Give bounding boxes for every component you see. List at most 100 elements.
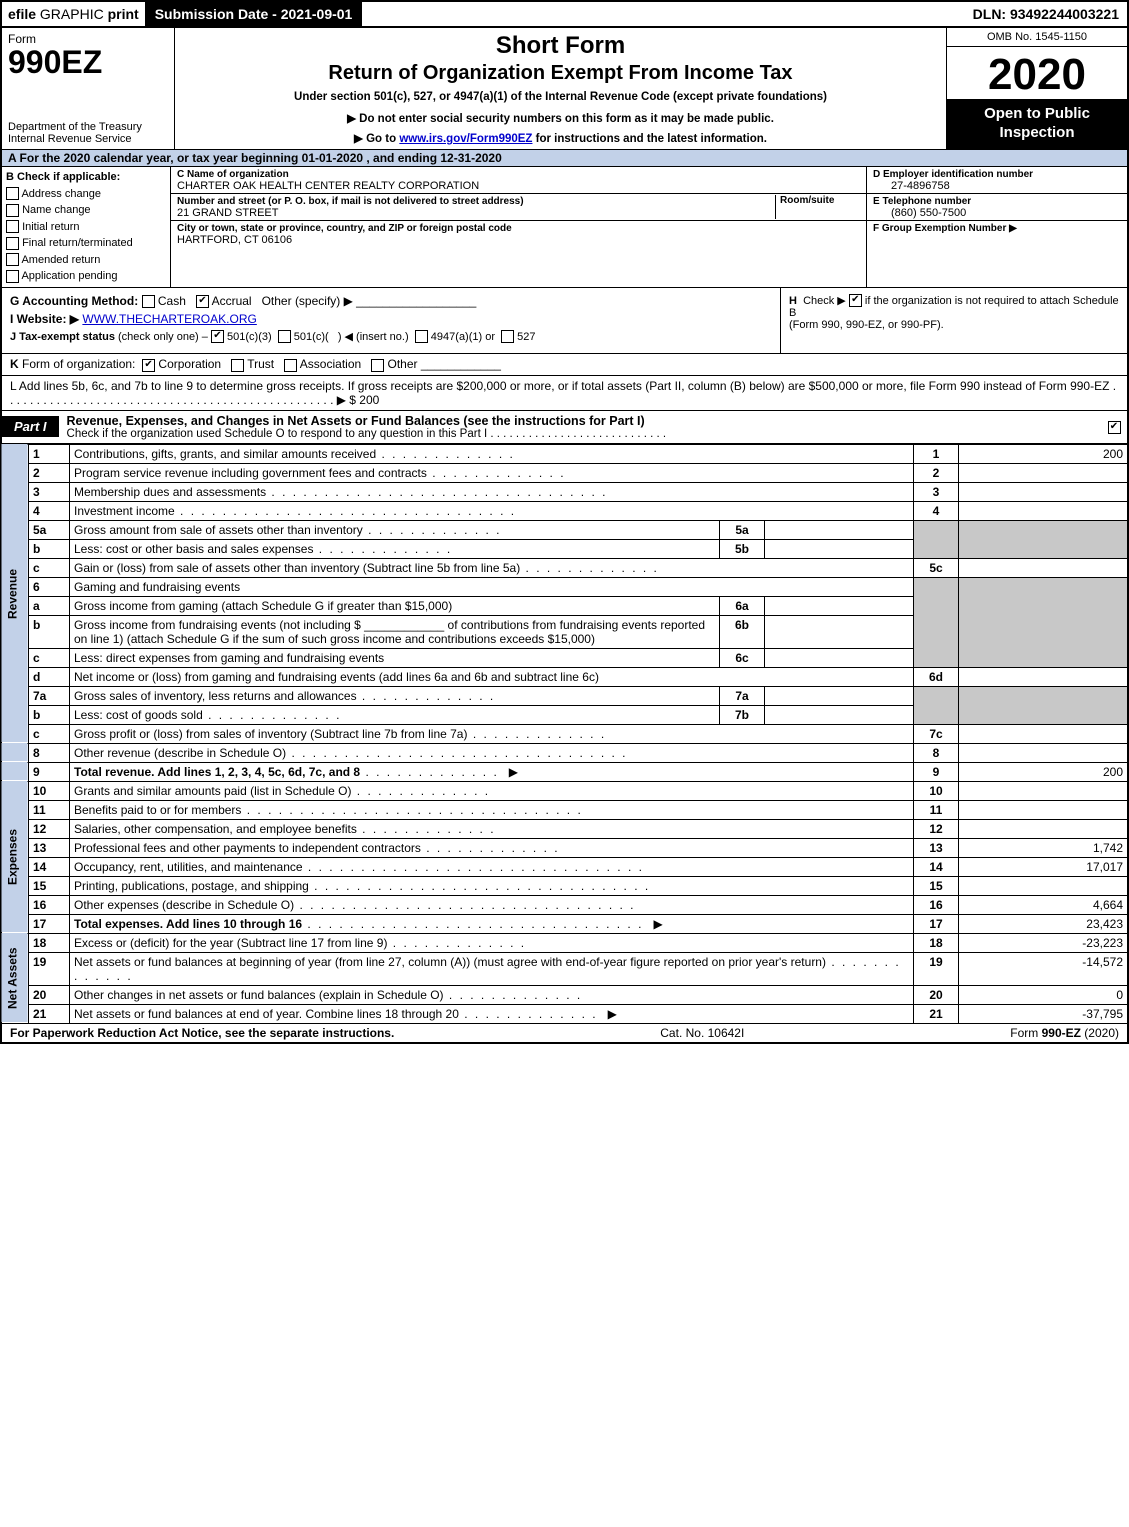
shade-amt-6	[959, 577, 1129, 667]
c-name-label: C Name of organization	[177, 169, 289, 180]
row-a-tax-year: A For the 2020 calendar year, or tax yea…	[0, 150, 1129, 167]
checkbox-application-pending[interactable]	[6, 270, 19, 283]
checkbox-part1-schedule-o[interactable]	[1108, 421, 1121, 434]
num-6d: 6d	[914, 667, 959, 686]
amt-9: 200	[959, 762, 1129, 781]
b-item-2: Initial return	[22, 221, 79, 233]
num-3: 3	[914, 482, 959, 501]
col-c-org-info: C Name of organization CHARTER OAK HEALT…	[171, 167, 867, 287]
amt-14: 17,017	[959, 857, 1129, 876]
checkbox-501c[interactable]	[278, 330, 291, 343]
c-city-label: City or town, state or province, country…	[177, 223, 512, 234]
amt-8	[959, 743, 1129, 762]
footer-cat-no: Cat. No. 10642I	[394, 1026, 1010, 1040]
checkbox-501c3[interactable]	[211, 330, 224, 343]
ln-7c: c	[29, 724, 70, 743]
ln-6c: c	[29, 648, 70, 667]
desc-4: Investment income	[74, 504, 175, 518]
checkbox-corporation[interactable]	[142, 359, 155, 372]
miniamt-7b	[765, 705, 914, 724]
checkbox-4947[interactable]	[415, 330, 428, 343]
ln-6d: d	[29, 667, 70, 686]
desc-6d: Net income or (loss) from gaming and fun…	[74, 670, 599, 684]
ln-18: 18	[29, 933, 70, 952]
miniamt-5a	[765, 520, 914, 539]
desc-2: Program service revenue including govern…	[74, 466, 427, 480]
desc-7a: Gross sales of inventory, less returns a…	[74, 689, 357, 703]
checkbox-other[interactable]	[371, 359, 384, 372]
page-footer: For Paperwork Reduction Act Notice, see …	[0, 1024, 1129, 1044]
submission-date: Submission Date - 2021-09-01	[145, 2, 363, 26]
b-item-4: Amended return	[21, 254, 100, 266]
checkbox-accrual[interactable]	[196, 295, 209, 308]
title-return: Return of Organization Exempt From Incom…	[183, 62, 938, 85]
amt-13: 1,742	[959, 838, 1129, 857]
e-tel-label: E Telephone number	[873, 196, 971, 207]
mini-6c: 6c	[720, 648, 765, 667]
desc-13: Professional fees and other payments to …	[74, 841, 421, 855]
ln-9: 9	[29, 762, 70, 781]
j-line: J Tax-exempt status (check only one) – 5…	[10, 330, 772, 344]
num-16: 16	[914, 895, 959, 914]
i-label: I Website: ▶	[10, 312, 79, 326]
g-i-j-block: G Accounting Method: Cash Accrual Other …	[2, 288, 780, 354]
num-7c: 7c	[914, 724, 959, 743]
footer-form-post: (2020)	[1081, 1026, 1119, 1040]
num-21: 21	[914, 1004, 959, 1023]
ln-11: 11	[29, 800, 70, 819]
desc-6a: Gross income from gaming (attach Schedul…	[74, 599, 452, 613]
checkbox-trust[interactable]	[231, 359, 244, 372]
num-4: 4	[914, 501, 959, 520]
desc-10: Grants and similar amounts paid (list in…	[74, 784, 351, 798]
col-b-check-applicable: B Check if applicable: Address change Na…	[2, 167, 171, 287]
desc-14: Occupancy, rent, utilities, and maintena…	[74, 860, 303, 874]
header-right: OMB No. 1545-1150 2020 Open to Public In…	[946, 28, 1127, 149]
checkbox-initial-return[interactable]	[6, 220, 19, 233]
miniamt-6b	[765, 615, 914, 648]
form-header: Form 990EZ Department of the Treasury In…	[0, 28, 1129, 150]
department: Department of the Treasury Internal Reve…	[8, 121, 168, 145]
ln-5a: 5a	[29, 520, 70, 539]
num-11: 11	[914, 800, 959, 819]
miniamt-5b	[765, 539, 914, 558]
efile-word-1: efile	[8, 6, 36, 22]
checkbox-527[interactable]	[501, 330, 514, 343]
num-2: 2	[914, 463, 959, 482]
irs-line: Internal Revenue Service	[8, 133, 132, 145]
shade-amt-7	[959, 686, 1129, 724]
num-15: 15	[914, 876, 959, 895]
ln-17: 17	[29, 914, 70, 933]
top-bar: efile GRAPHIC print Submission Date - 20…	[0, 0, 1129, 28]
b-item-0: Address change	[21, 188, 101, 200]
checkbox-final-return[interactable]	[6, 237, 19, 250]
mini-5a: 5a	[720, 520, 765, 539]
checkbox-amended-return[interactable]	[6, 253, 19, 266]
part-1-table: Revenue 1 Contributions, gifts, grants, …	[0, 444, 1129, 1024]
amt-1: 200	[959, 444, 1129, 463]
checkbox-address-change[interactable]	[6, 187, 19, 200]
num-10: 10	[914, 781, 959, 800]
ln-19: 19	[29, 952, 70, 985]
ln-15: 15	[29, 876, 70, 895]
irs-link[interactable]: www.irs.gov/Form990EZ	[399, 133, 532, 145]
footer-right: Form 990-EZ (2020)	[1010, 1026, 1119, 1040]
ln-4: 4	[29, 501, 70, 520]
checkbox-name-change[interactable]	[6, 204, 19, 217]
amt-7c	[959, 724, 1129, 743]
goto-pre: ▶ Go to	[354, 133, 399, 145]
num-18: 18	[914, 933, 959, 952]
checkbox-cash[interactable]	[142, 295, 155, 308]
desc-5a: Gross amount from sale of assets other t…	[74, 523, 363, 537]
desc-8: Other revenue (describe in Schedule O)	[74, 746, 286, 760]
section-b-c-d: B Check if applicable: Address change Na…	[0, 167, 1129, 288]
website-link[interactable]: WWW.THECHARTEROAK.ORG	[82, 312, 256, 326]
part-1-header: Part I Revenue, Expenses, and Changes in…	[0, 411, 1129, 444]
ln-16: 16	[29, 895, 70, 914]
num-17: 17	[914, 914, 959, 933]
row-k: K Form of organization: Corporation Trus…	[0, 354, 1129, 375]
mini-7a: 7a	[720, 686, 765, 705]
subtitle-goto: ▶ Go to www.irs.gov/Form990EZ for instru…	[183, 131, 938, 145]
checkbox-h-not-required[interactable]	[849, 294, 862, 307]
checkbox-association[interactable]	[284, 359, 297, 372]
ln-7b: b	[29, 705, 70, 724]
